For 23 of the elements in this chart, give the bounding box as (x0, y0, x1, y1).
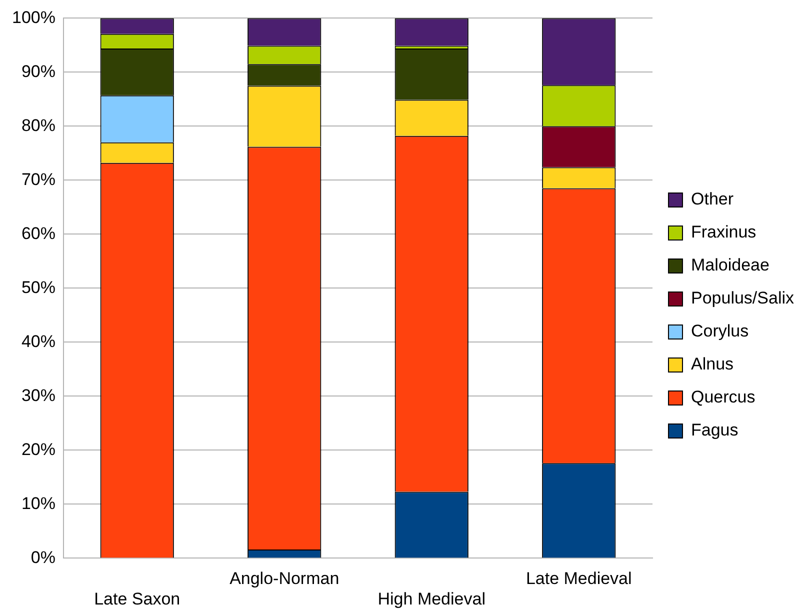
legend-label: Other (690, 190, 734, 209)
y-tick-label: 80% (21, 116, 56, 135)
y-tick-label: 70% (21, 170, 56, 189)
y-tick-label: 10% (21, 494, 56, 513)
x-tick-label: High Medieval (378, 589, 486, 608)
legend-label: Fagus (690, 420, 738, 440)
y-tick-label: 30% (21, 386, 56, 405)
legend-label: Maloideae (690, 256, 770, 275)
y-tick-label: 50% (21, 278, 56, 297)
y-tick-label: 20% (21, 440, 56, 459)
legend-label: Fraxinus (690, 222, 756, 242)
y-tick-label: 100% (12, 8, 56, 27)
legend-label: Quercus (690, 388, 756, 407)
legend-label: Alnus (690, 354, 734, 374)
legend-label: Corylus (690, 322, 749, 341)
x-tick-label: Late Medieval (526, 569, 632, 588)
y-tick-label: 0% (30, 548, 56, 567)
x-tick-label: Anglo-Norman (230, 569, 340, 588)
y-tick-label: 90% (21, 62, 56, 81)
y-tick-label: 60% (21, 224, 56, 243)
x-tick-label: Late Saxon (94, 589, 180, 608)
legend-label: Populus/Salix (690, 288, 794, 308)
y-tick-label: 40% (21, 332, 56, 351)
